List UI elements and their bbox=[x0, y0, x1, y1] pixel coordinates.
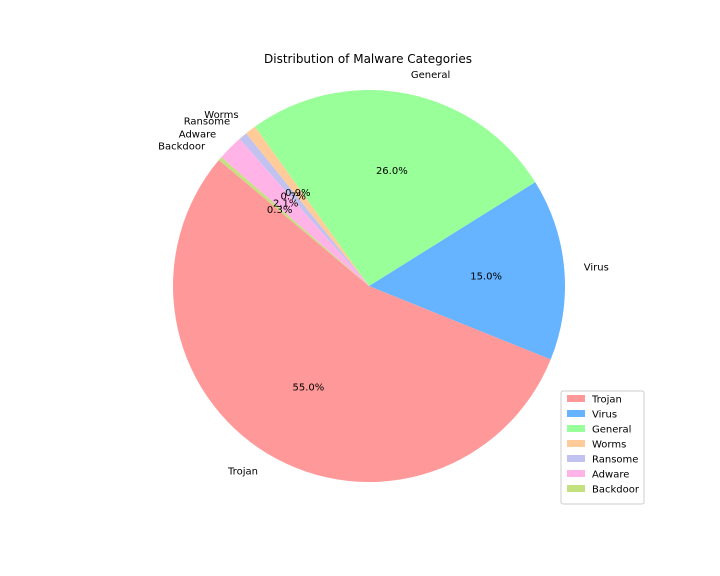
legend-swatch-virus bbox=[567, 410, 585, 417]
legend-swatch-worms bbox=[567, 440, 585, 447]
slice-adware bbox=[221, 138, 369, 286]
legend-label-trojan: Trojan bbox=[591, 395, 622, 406]
percent-label-trojan: 55.0% bbox=[293, 382, 325, 393]
legend-swatch-adware bbox=[567, 470, 585, 477]
category-label-virus: Virus bbox=[584, 263, 609, 274]
percent-labels: 55.0% 15.0% 26.0% 0.9%0.7%2.1%0.3% bbox=[267, 166, 502, 393]
percent-label-worms: 0.9% bbox=[285, 188, 310, 199]
legend-label-general: General bbox=[592, 425, 631, 436]
percent-label-adware: 2.1% bbox=[273, 199, 298, 210]
category-label-adware: Adware bbox=[179, 129, 216, 140]
slice-ransome bbox=[239, 133, 369, 286]
pie-slices bbox=[172, 90, 565, 483]
category-label-ransome: Ransome bbox=[184, 117, 230, 128]
slice-trojan bbox=[172, 160, 551, 483]
legend-swatch-ransome bbox=[567, 455, 585, 462]
percent-label-virus: 15.0% bbox=[470, 271, 502, 282]
legend-label-adware: Adware bbox=[592, 470, 629, 481]
percent-label-backdoor: 0.3% bbox=[267, 205, 292, 216]
legend-label-ransome: Ransome bbox=[592, 455, 638, 466]
category-label-trojan: Trojan bbox=[227, 466, 258, 477]
slice-worms bbox=[246, 126, 369, 286]
category-label-general: General bbox=[411, 70, 450, 81]
legend-swatch-trojan bbox=[567, 395, 585, 402]
category-label-worms: Worms bbox=[204, 110, 238, 121]
percent-label-ransome: 0.7% bbox=[281, 192, 306, 203]
slice-backdoor bbox=[218, 157, 369, 286]
legend-label-worms: Worms bbox=[592, 440, 626, 451]
legend-swatch-backdoor bbox=[567, 485, 585, 492]
slice-general bbox=[254, 90, 536, 286]
percent-label-general: 26.0% bbox=[376, 166, 408, 177]
category-label-backdoor: Backdoor bbox=[158, 141, 206, 152]
legend: Trojan Virus General Worms Ransome Adware Back… bbox=[560, 390, 645, 505]
chart-title: Distribution of Malware Categories bbox=[264, 52, 472, 66]
legend-swatch-general bbox=[567, 425, 585, 432]
legend-label-backdoor: Backdoor bbox=[592, 485, 640, 496]
slice-virus bbox=[369, 182, 565, 360]
legend-label-virus: Virus bbox=[592, 410, 617, 421]
category-labels: Trojan Virus General WormsRansomeAdwareBack… bbox=[158, 70, 609, 477]
